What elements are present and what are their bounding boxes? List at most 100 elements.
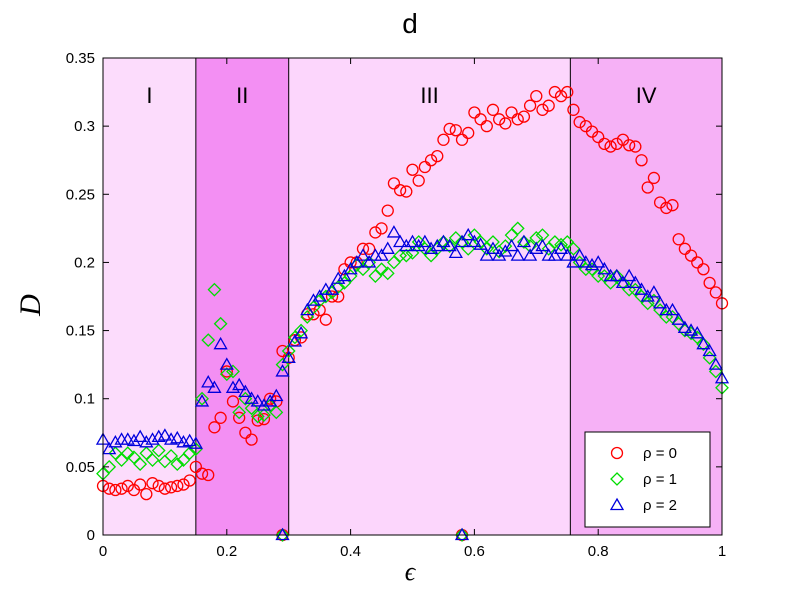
data-point — [672, 233, 685, 246]
data-point — [182, 446, 197, 461]
data-point — [102, 459, 117, 474]
legend-label: ρ = 0 — [643, 445, 677, 462]
y-tick-label: 0.25 — [66, 186, 95, 203]
y-tick-label: 0.3 — [74, 118, 95, 135]
data-point — [411, 238, 426, 252]
data-point — [660, 201, 673, 215]
data-point — [109, 483, 122, 497]
data-point — [517, 110, 531, 123]
data-point — [591, 255, 606, 268]
data-point — [312, 289, 327, 302]
data-point — [597, 261, 612, 275]
data-point — [417, 234, 433, 248]
data-point — [646, 285, 662, 298]
data-point — [256, 398, 272, 411]
data-point — [157, 428, 173, 441]
data-point — [406, 163, 419, 176]
data-point — [133, 457, 148, 472]
data-point — [499, 117, 512, 130]
data-point — [560, 248, 575, 261]
data-point — [671, 312, 686, 325]
data-point — [454, 527, 470, 541]
data-point — [300, 302, 315, 316]
data-point — [202, 468, 215, 482]
data-point — [547, 248, 562, 261]
data-point — [584, 257, 600, 271]
data-point — [702, 343, 717, 357]
data-point — [690, 325, 705, 339]
data-point — [239, 426, 252, 439]
data-point — [337, 268, 352, 282]
data-point — [561, 85, 574, 99]
x-tick-label: 1 — [718, 543, 726, 560]
data-point — [232, 377, 247, 391]
data-point — [399, 248, 414, 263]
data-point — [195, 391, 209, 406]
data-point — [468, 106, 481, 119]
data-point — [517, 235, 531, 249]
data-point — [443, 122, 456, 136]
data-point — [263, 392, 277, 405]
data-point — [275, 364, 290, 377]
data-point — [139, 435, 154, 448]
data-point — [511, 113, 524, 126]
data-point — [293, 325, 309, 339]
data-point — [548, 85, 562, 99]
data-point — [523, 239, 538, 253]
data-point — [696, 336, 711, 350]
data-point — [573, 115, 586, 129]
data-point — [319, 313, 332, 326]
data-point — [424, 154, 438, 167]
data-point — [684, 249, 698, 262]
data-point — [220, 365, 233, 378]
data-point — [485, 241, 501, 254]
data-point — [369, 226, 382, 239]
chart-title: d — [402, 8, 418, 39]
axis-ticks: 0 0.2 0.4 0.6 0.8 1 0 0.05 0.1 0.15 0.2 0.25 0.3 0.35 — [66, 50, 726, 560]
data-point — [610, 137, 623, 151]
data-point — [219, 357, 234, 370]
data-point — [423, 241, 439, 254]
data-point — [462, 126, 475, 140]
data-point — [194, 394, 210, 407]
data-point — [133, 478, 147, 491]
data-point — [473, 237, 488, 250]
legend: ρ = 0 ρ = 1 ρ = 2 — [584, 431, 711, 528]
x-tick-label: 0.2 — [216, 543, 237, 560]
x-tick-label: 0 — [99, 543, 107, 560]
data-point — [207, 380, 222, 393]
data-point — [510, 221, 525, 236]
region-label: IV — [636, 83, 657, 108]
y-tick-label: 0.15 — [66, 323, 95, 340]
data-point — [646, 293, 661, 308]
data-point — [170, 457, 185, 472]
data-point — [114, 453, 129, 467]
data-point — [622, 268, 637, 282]
data-point — [393, 248, 408, 263]
data-point — [362, 255, 377, 268]
data-point — [691, 256, 704, 269]
data-point — [374, 248, 389, 261]
data-markers — [95, 85, 730, 542]
data-point — [572, 248, 587, 261]
data-point — [188, 436, 203, 449]
data-point — [201, 375, 216, 388]
data-point — [387, 255, 401, 270]
data-point — [522, 248, 538, 261]
data-point — [368, 269, 383, 283]
region-label: II — [236, 83, 248, 108]
data-point — [183, 474, 196, 487]
data-point — [516, 234, 532, 248]
data-point — [276, 344, 289, 358]
data-point — [250, 409, 265, 424]
data-point — [567, 103, 580, 116]
x-tick-label: 0.6 — [464, 543, 485, 560]
data-point — [412, 174, 425, 187]
plot-frame — [102, 57, 723, 536]
data-point — [126, 433, 142, 447]
data-point — [219, 367, 234, 382]
data-point — [510, 248, 525, 261]
series-rho-0 — [96, 85, 729, 542]
data-point — [386, 225, 402, 238]
data-point — [436, 234, 451, 248]
